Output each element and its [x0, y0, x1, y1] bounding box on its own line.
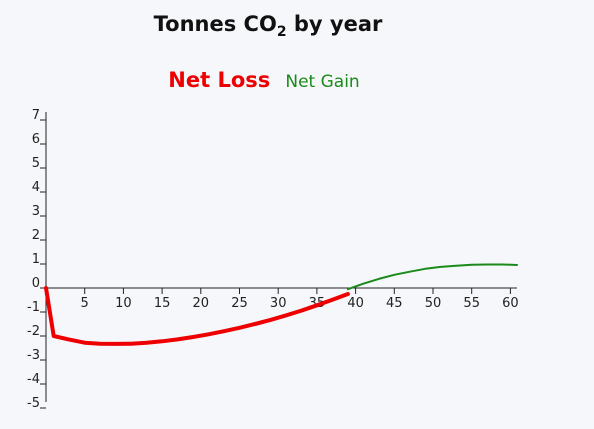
- chart-title: Tonnes CO2 by year: [0, 12, 536, 40]
- y-tick-label: -2: [27, 324, 40, 339]
- y-tick-label: 1: [32, 252, 40, 267]
- x-tick-label: 40: [347, 296, 364, 311]
- x-tick-label: 15: [154, 296, 171, 311]
- legend-net-gain[interactable]: Net Gain: [285, 72, 360, 92]
- legend: Net Loss Net Gain: [0, 68, 528, 92]
- y-tick-label: 4: [32, 180, 40, 195]
- series-line-net-loss[interactable]: [44, 286, 350, 346]
- y-tick-label: -4: [27, 372, 40, 387]
- series-lines: [44, 263, 518, 346]
- x-tick-label: 10: [115, 296, 132, 311]
- x-tick-label: 55: [463, 296, 480, 311]
- y-tick-label: 3: [32, 204, 40, 219]
- y-tick-label: -3: [27, 348, 40, 363]
- x-tick-label: 30: [270, 296, 287, 311]
- x-tick-label: 45: [386, 296, 403, 311]
- y-tick-label: 7: [32, 108, 40, 123]
- y-tick-label: 0: [32, 276, 40, 291]
- y-tick-label: 2: [32, 228, 40, 243]
- chart-title-main: Tonnes CO: [153, 12, 277, 36]
- legend-net-loss[interactable]: Net Loss: [168, 68, 271, 92]
- y-tick-label: 5: [32, 156, 40, 171]
- series-line-net-gain[interactable]: [346, 263, 518, 291]
- y-tick-label: 6: [32, 132, 40, 147]
- x-tick-label: 5: [81, 296, 89, 311]
- x-tick-label: 60: [502, 296, 519, 311]
- x-tick-label: 50: [425, 296, 442, 311]
- x-tick-label: 25: [231, 296, 248, 311]
- x-tick-label: 20: [193, 296, 210, 311]
- y-tick-label: -1: [27, 300, 40, 315]
- chart-title-subscript: 2: [276, 24, 287, 41]
- chart-title-rest: by year: [286, 12, 383, 36]
- y-tick-label: -5: [27, 396, 40, 411]
